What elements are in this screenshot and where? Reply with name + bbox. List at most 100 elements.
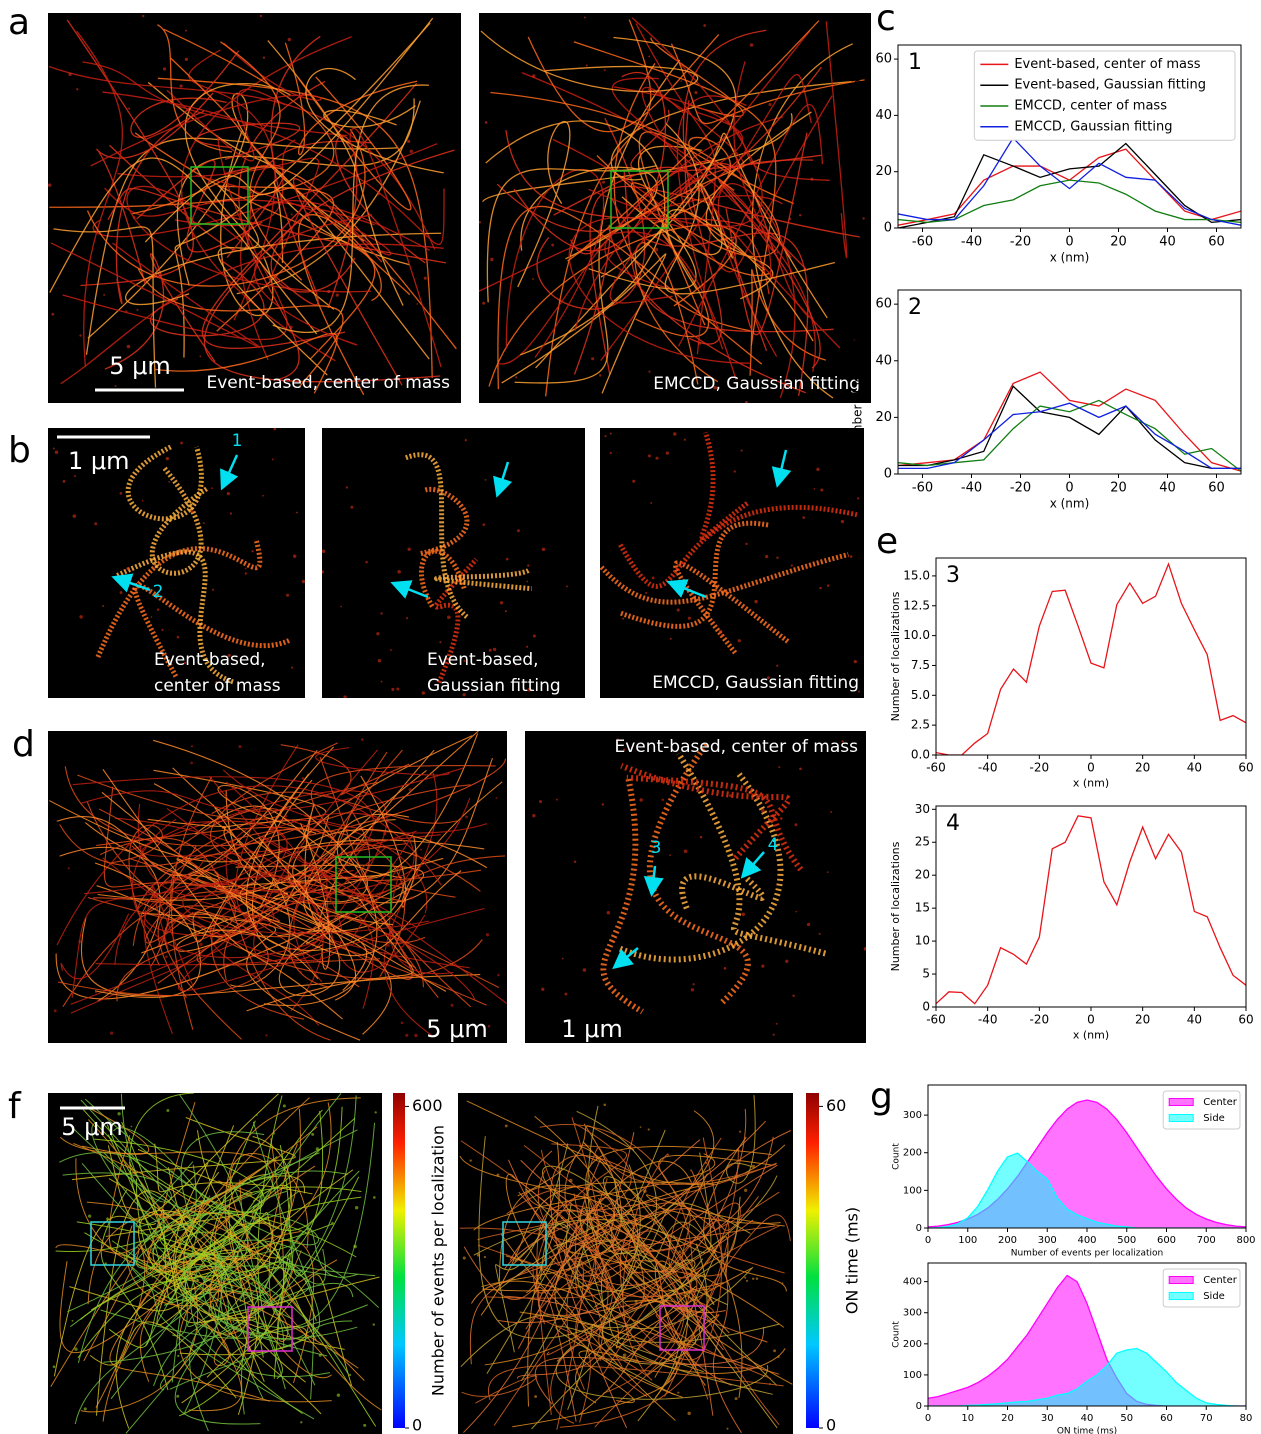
speckle [372, 1196, 376, 1199]
filament [100, 1189, 169, 1391]
filament [179, 1094, 338, 1278]
speckle [690, 1298, 693, 1301]
filament [201, 82, 418, 349]
speckle [853, 338, 856, 341]
speckle [322, 549, 326, 554]
speckle [515, 663, 517, 666]
speckle [288, 799, 292, 803]
speckle [407, 139, 411, 143]
filament [84, 1098, 319, 1246]
line [928, 1347, 1246, 1406]
filament [80, 1119, 199, 1413]
filament [102, 91, 445, 246]
speckle [301, 777, 305, 780]
speckle [726, 1427, 729, 1430]
speckle [729, 794, 732, 797]
roi-box [335, 856, 392, 913]
speckle [741, 912, 746, 916]
speckle [119, 491, 123, 495]
filament [116, 549, 236, 685]
filament [95, 1190, 265, 1416]
filament [553, 166, 768, 352]
speckle [496, 1173, 500, 1177]
filament [288, 749, 403, 988]
speckle [462, 693, 466, 697]
filament [114, 883, 476, 1000]
filament [69, 1266, 281, 1312]
speckle [315, 1147, 319, 1151]
speckle [541, 987, 545, 991]
filament [303, 769, 427, 991]
filament [75, 1102, 332, 1273]
filament [504, 1213, 670, 1274]
micrograph [48, 731, 507, 1043]
speckle [802, 516, 806, 519]
micrograph-background [479, 13, 871, 403]
micrograph-background [48, 428, 305, 698]
scale-label: 1 μm [68, 447, 130, 475]
y-tick-label: 100 [903, 1185, 922, 1196]
speckle [669, 637, 672, 640]
scale-label: 5 μm [61, 1113, 123, 1141]
filament [554, 1211, 683, 1398]
speckle [336, 1393, 341, 1397]
filament [253, 1106, 343, 1231]
speckle [292, 554, 297, 558]
x-tick-label: 20 [1110, 234, 1127, 249]
filament [488, 1364, 784, 1401]
speckle [721, 633, 724, 637]
filament [677, 104, 824, 347]
speckle [799, 213, 802, 217]
filament [618, 505, 858, 589]
filament [159, 1126, 318, 1218]
speckle [211, 588, 215, 591]
filament [170, 57, 411, 296]
speckle [776, 556, 779, 559]
x-tick-label: 200 [998, 1235, 1017, 1246]
speckle [304, 1280, 308, 1283]
filament [196, 122, 301, 161]
filament [630, 182, 770, 276]
speckle [420, 848, 423, 851]
speckle [582, 968, 587, 972]
filament [349, 864, 454, 975]
speckle [232, 1321, 235, 1323]
speckle [517, 529, 520, 533]
arrow [493, 461, 513, 498]
speckle [723, 967, 727, 970]
speckle [126, 566, 130, 571]
filament [149, 258, 265, 337]
filament [555, 1345, 768, 1400]
speckle [281, 233, 284, 236]
filament [104, 253, 216, 370]
speckle [698, 341, 702, 345]
speckle [482, 301, 486, 305]
speckle [532, 813, 536, 818]
filament [103, 1095, 357, 1363]
filament [621, 183, 734, 259]
filament [594, 1202, 751, 1308]
filament [245, 746, 417, 951]
speckle [408, 788, 412, 792]
filament [236, 100, 421, 295]
speckle [389, 649, 392, 651]
micrograph [600, 428, 864, 698]
filament [675, 752, 827, 957]
speckle [447, 615, 451, 620]
filament [108, 1156, 278, 1348]
speckle [102, 604, 105, 607]
speckle [532, 634, 536, 638]
speckle [613, 279, 616, 282]
arrow [643, 865, 664, 897]
filament [190, 1239, 379, 1378]
filament [505, 1295, 780, 1375]
filament [217, 185, 328, 376]
y-tick-label: 200 [903, 1339, 922, 1350]
speckle [527, 564, 530, 567]
y-axis-label: Count [892, 1321, 902, 1348]
filament [676, 95, 747, 350]
speckle [168, 480, 171, 483]
filament [525, 1150, 777, 1212]
filament [749, 269, 827, 376]
filament [82, 1109, 265, 1213]
